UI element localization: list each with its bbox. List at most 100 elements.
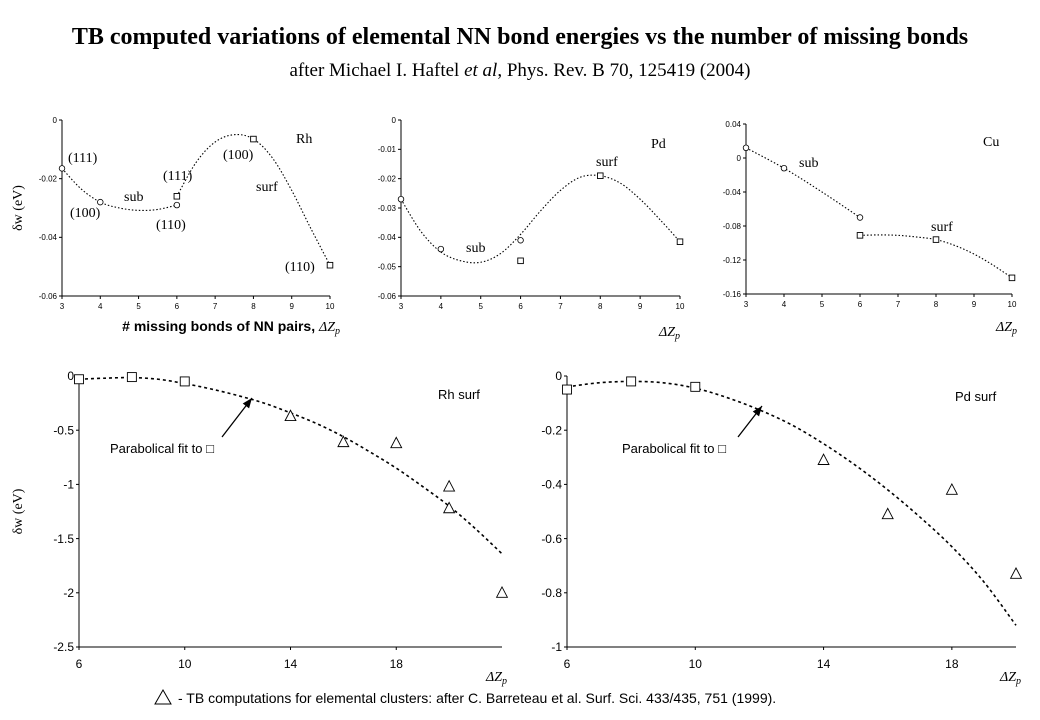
annotation: (111) [163, 169, 193, 184]
square-point [690, 381, 701, 392]
y-tick-label: -2.5 [53, 640, 74, 654]
x-tick-label: 3 [399, 302, 404, 311]
chart-pd-surf: 0 -0.2 -0.4 -0.6 -0.8 -16 10 14 18 Parabolical fi… [541, 369, 1023, 687]
square-point [676, 238, 684, 245]
y-tick-label: -0.08 [723, 222, 742, 231]
x-axis-label: ΔZp [995, 320, 1017, 337]
y-tick-label: -0.01 [378, 145, 397, 154]
y-tick-label: -0.04 [378, 233, 397, 242]
annotation: sub [799, 156, 818, 171]
x-tick-label: 18 [390, 657, 404, 671]
annotation: Pd [651, 137, 666, 152]
x-tick-label: 3 [60, 302, 65, 311]
annotation: (110) [285, 260, 315, 275]
x-tick-label: 9 [972, 300, 977, 309]
x-tick-label: 14 [817, 657, 831, 671]
y-tick-label: -1.5 [53, 532, 74, 546]
circle-point [742, 144, 750, 151]
x-tick-label: 7 [213, 302, 218, 311]
x-tick-label: 14 [284, 657, 298, 671]
footnote-text: - TB computations for elemental clusters… [178, 690, 777, 706]
annotation: Parabolical fit to □ [622, 441, 726, 456]
x-axis-label-subscript: p [674, 331, 680, 342]
x-axis-label: ΔZp [999, 670, 1021, 687]
y-tick-label: -1 [551, 640, 562, 654]
y-tick-label: -0.04 [39, 233, 58, 242]
x-tick-label: 10 [676, 302, 685, 311]
annotation: (100) [223, 148, 254, 163]
x-axis-label-subscript: p [501, 676, 507, 687]
arrow-head [752, 406, 762, 417]
triangle-point [881, 507, 894, 520]
fit-curve [566, 380, 1017, 626]
circle-point [97, 198, 104, 206]
y-tick-label: -0.2 [541, 423, 562, 437]
circle-point [58, 165, 66, 172]
x-tick-label: 10 [1008, 300, 1017, 309]
fit-curve [400, 174, 681, 264]
triangle-point [945, 482, 958, 495]
y-tick-label: 0 [67, 369, 74, 383]
arrow-head [242, 398, 252, 409]
y-tick-label: -0.8 [541, 586, 562, 600]
triangle-point [817, 453, 830, 465]
x-axis-label-subscript: p [1015, 676, 1021, 687]
y-tick-label: -0.06 [39, 292, 58, 301]
x-axis-label: ΔZp [485, 670, 507, 687]
annotation: sub [466, 241, 485, 256]
square-point [626, 376, 637, 387]
y-tick-label: 0 [555, 369, 562, 383]
x-tick-label: 10 [326, 302, 335, 311]
x-axis-label-text: # missing bonds of NN pairs, [122, 318, 319, 334]
x-tick-label: 7 [558, 302, 563, 311]
annotation: surf [256, 180, 278, 195]
square-point [856, 232, 864, 239]
y-tick-label: -0.12 [723, 256, 742, 265]
x-tick-label: 7 [896, 300, 901, 309]
square-point [173, 193, 181, 200]
y-tick-label: -0.02 [39, 174, 58, 183]
subtitle-reference: , Phys. Rev. B 70, 125419 (2004) [497, 60, 751, 81]
x-axis-label-symbol: ΔZ [658, 325, 675, 340]
square-point [326, 261, 334, 269]
chart-pd: 0 -0.01 -0.02 -0.03 -0.04 -0.05 -0.063 4 5 6 7 8 9 10… [378, 116, 685, 342]
annotation: sub [124, 190, 143, 205]
fit-curve [78, 376, 503, 555]
annotation: surf [596, 155, 618, 170]
x-tick-label: 4 [98, 302, 103, 311]
subtitle-et-al: et al [464, 60, 498, 81]
x-tick-label: 5 [478, 302, 483, 311]
fit-curve [61, 168, 177, 211]
y-tick-label: -0.16 [723, 290, 742, 299]
x-tick-label: 3 [744, 300, 749, 309]
x-tick-label: 9 [289, 302, 294, 311]
page-title: TB computed variations of elemental NN b… [71, 24, 969, 50]
x-tick-label: 9 [638, 302, 643, 311]
y-tick-label: 0.04 [725, 120, 741, 129]
fit-curve [176, 134, 331, 266]
square-point [1008, 274, 1016, 282]
square-point [74, 374, 84, 385]
chart-rh-surf: 0 -0.5 -1 -1.5 -2 -2.56 10 14 18 Parabolical fit … [11, 369, 509, 687]
fit-curve [859, 234, 1013, 279]
triangle-point [337, 435, 350, 448]
x-tick-label: 10 [178, 657, 192, 671]
annotation: surf [931, 220, 953, 235]
annotation: (100) [70, 206, 101, 221]
x-axis-label-subscript: p [334, 326, 340, 337]
y-tick-label: -0.04 [723, 188, 742, 197]
x-tick-label: 8 [598, 302, 603, 311]
y-axis-label: δw (eV) [11, 185, 26, 231]
square-point [126, 372, 137, 383]
circle-point [173, 201, 181, 209]
annotation: Rh [296, 132, 312, 147]
square-point [597, 172, 604, 179]
x-tick-label: 6 [518, 302, 523, 311]
x-tick-label: 18 [945, 657, 959, 671]
annotation: (111) [68, 151, 98, 166]
x-tick-label: 6 [564, 657, 571, 671]
y-tick-label: -0.4 [541, 478, 562, 492]
y-tick-label: -1 [63, 478, 74, 492]
triangle-point [1009, 567, 1023, 579]
